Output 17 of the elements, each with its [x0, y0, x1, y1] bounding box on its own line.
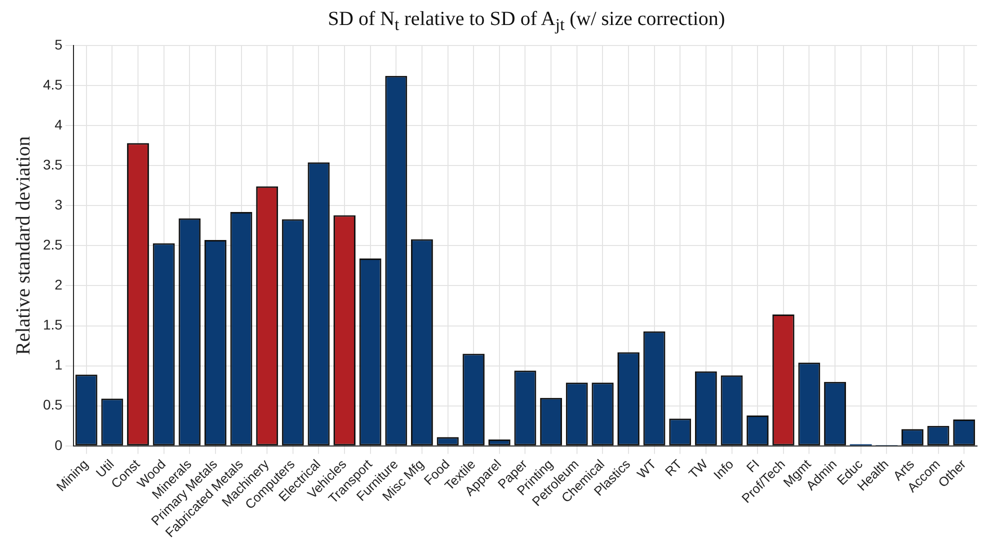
y-tick-label: 0.5	[42, 396, 63, 413]
y-tick-label: 3.5	[42, 156, 63, 172]
chart-title: SD of N$_{t}$ relative to SD of A$_{jt}$ (w/ size correction)	[326, 8, 726, 34]
x-tick-label: Info	[710, 456, 736, 482]
y-tick-label: 3	[54, 196, 63, 212]
y-tick-label: 5	[54, 36, 63, 52]
x-tick-label: TW	[686, 456, 712, 482]
y-tick-label: 1	[54, 356, 63, 373]
y-tick-label: 0	[54, 436, 63, 453]
y-axis-title: Relative standard deviation	[12, 136, 34, 356]
x-tick-label: RT	[662, 456, 685, 480]
y-tick-label: 1.5	[42, 316, 63, 333]
y-tick-label: 2.5	[42, 236, 63, 253]
x-tick-label: WT	[634, 456, 659, 482]
y-tick-label: 4	[54, 116, 63, 132]
y-tick-label: 2	[54, 276, 63, 293]
y-tick-label: 4.5	[42, 76, 63, 92]
